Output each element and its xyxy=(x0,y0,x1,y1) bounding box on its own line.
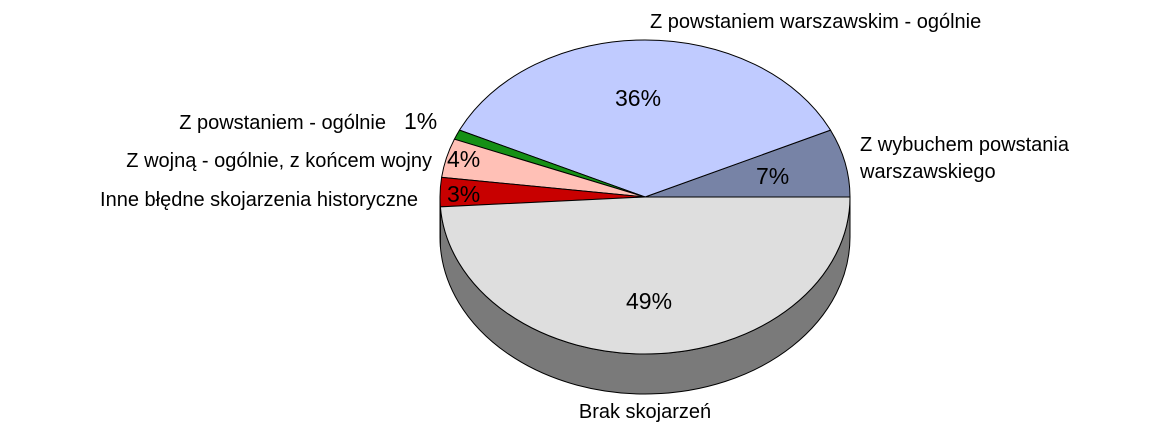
category-label: Z wojną - ogólnie, z końcem wojny xyxy=(126,150,432,172)
value-label: 3% xyxy=(447,181,481,207)
category-label: Z powstaniem warszawskim - ogólnie xyxy=(650,11,982,33)
value-label: 7% xyxy=(756,163,790,189)
category-label: Z wybuchem powstania warszawskiego xyxy=(860,134,1069,183)
pie-slice xyxy=(439,196,851,355)
category-label: Brak skojarzeń xyxy=(578,401,712,423)
value-label: 4% xyxy=(447,146,481,172)
value-label: 1% xyxy=(404,108,438,134)
pie-slice xyxy=(458,39,832,198)
category-label: Inne błędne skojarzenia historyczne xyxy=(100,189,418,211)
value-label: 36% xyxy=(615,85,662,111)
category-label: Z powstaniem - ogólnie xyxy=(179,112,386,134)
value-label: 49% xyxy=(626,288,673,314)
